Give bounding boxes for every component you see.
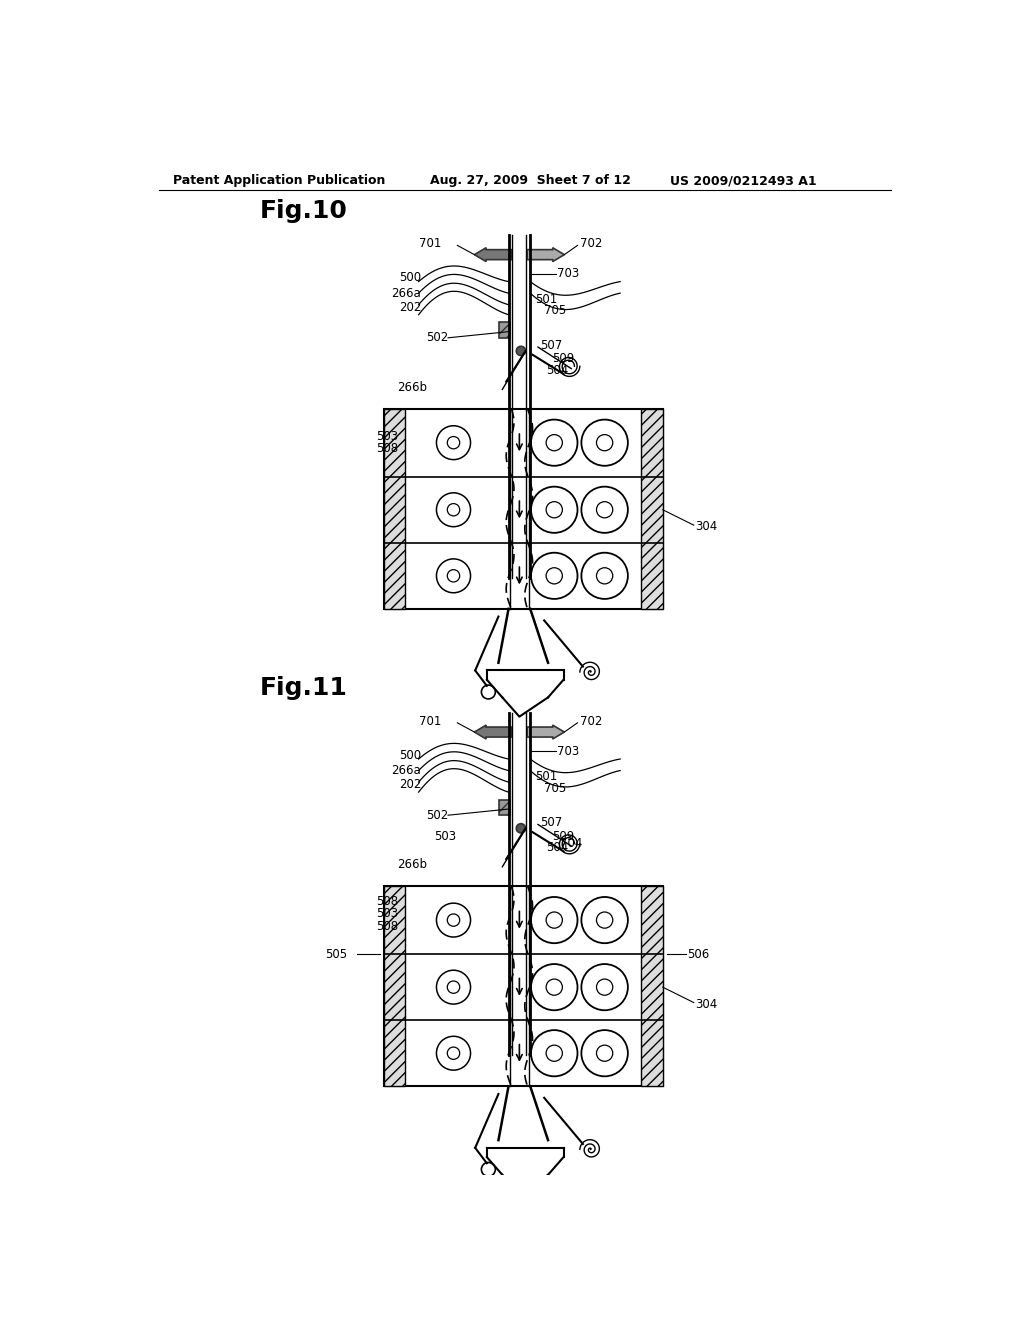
Text: 703: 703 xyxy=(557,268,580,280)
Text: 500: 500 xyxy=(399,748,421,762)
Text: 508: 508 xyxy=(376,920,398,933)
Bar xyxy=(641,409,663,609)
Bar xyxy=(641,886,663,1086)
Text: 503: 503 xyxy=(376,430,398,444)
FancyArrow shape xyxy=(474,248,512,261)
Bar xyxy=(384,409,406,609)
Text: 508: 508 xyxy=(376,442,398,455)
Text: 503: 503 xyxy=(376,907,398,920)
Bar xyxy=(500,322,510,338)
Bar xyxy=(384,409,663,609)
Text: 509: 509 xyxy=(552,352,574,366)
Text: 502: 502 xyxy=(426,809,449,822)
Text: 304: 304 xyxy=(695,998,718,1011)
Bar xyxy=(500,800,510,816)
Text: 705: 705 xyxy=(544,305,566,317)
FancyArrow shape xyxy=(527,725,564,739)
Text: 266a: 266a xyxy=(391,286,421,300)
Text: 500: 500 xyxy=(399,271,421,284)
Text: 202: 202 xyxy=(399,301,422,314)
Text: 703: 703 xyxy=(557,744,580,758)
Text: 504: 504 xyxy=(546,841,568,854)
Text: 507: 507 xyxy=(541,339,562,352)
Text: 508: 508 xyxy=(376,895,398,908)
FancyArrow shape xyxy=(527,248,564,261)
Text: 507: 507 xyxy=(541,816,562,829)
Text: Fig.10: Fig.10 xyxy=(260,199,347,223)
Text: 704: 704 xyxy=(560,837,582,850)
Text: 502: 502 xyxy=(426,331,449,345)
Text: 701: 701 xyxy=(419,238,441,251)
Text: 506: 506 xyxy=(687,948,710,961)
Text: US 2009/0212493 A1: US 2009/0212493 A1 xyxy=(671,174,817,187)
Text: 505: 505 xyxy=(326,948,348,961)
Text: 509: 509 xyxy=(552,829,574,842)
Circle shape xyxy=(516,346,525,355)
Text: 266b: 266b xyxy=(397,858,427,871)
Bar xyxy=(384,886,406,1086)
Text: 503: 503 xyxy=(434,829,457,842)
Text: 701: 701 xyxy=(419,714,441,727)
FancyArrow shape xyxy=(474,725,512,739)
Text: 501: 501 xyxy=(535,770,557,783)
Text: 504: 504 xyxy=(546,363,568,376)
Text: 304: 304 xyxy=(695,520,718,533)
Text: Aug. 27, 2009  Sheet 7 of 12: Aug. 27, 2009 Sheet 7 of 12 xyxy=(430,174,631,187)
Text: 266b: 266b xyxy=(397,380,427,393)
Text: 266a: 266a xyxy=(391,764,421,777)
Bar xyxy=(384,886,663,1086)
Text: 501: 501 xyxy=(535,293,557,306)
Text: 705: 705 xyxy=(544,781,566,795)
Text: 702: 702 xyxy=(580,238,602,251)
Text: Fig.11: Fig.11 xyxy=(260,676,347,700)
Text: Patent Application Publication: Patent Application Publication xyxy=(173,174,385,187)
Circle shape xyxy=(516,824,525,833)
Text: 702: 702 xyxy=(580,714,602,727)
Text: 202: 202 xyxy=(399,777,422,791)
